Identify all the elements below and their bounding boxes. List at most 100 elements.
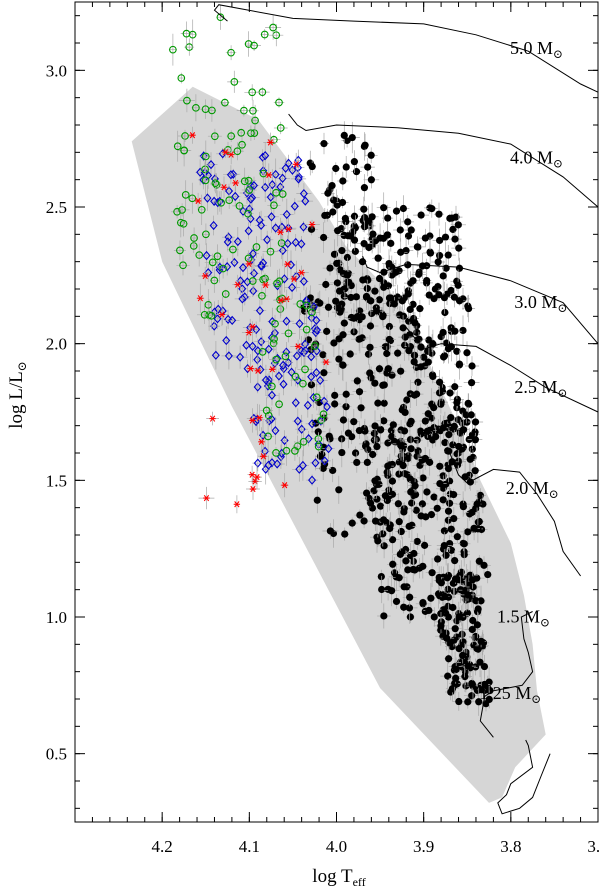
- data-point: [253, 299, 267, 322]
- data-point: [399, 315, 407, 341]
- data-point: [261, 230, 274, 249]
- data-point: [206, 411, 219, 426]
- data-point: [451, 574, 460, 584]
- y-axis-title: log L/L⊙: [6, 361, 29, 429]
- data-point: [288, 165, 297, 176]
- data-point: [244, 222, 253, 240]
- data-point: [444, 653, 454, 664]
- data-point: [336, 196, 349, 209]
- data-point: [273, 97, 285, 108]
- data-point: [459, 497, 468, 516]
- data-point: [341, 211, 350, 226]
- data-point: [379, 230, 388, 247]
- data-point: [335, 327, 351, 343]
- data-point: [203, 185, 212, 211]
- data-point: [369, 305, 384, 317]
- data-point: [449, 594, 457, 621]
- data-point: [269, 334, 278, 353]
- data-point: [210, 268, 219, 293]
- data-point: [390, 259, 402, 285]
- data-point: [270, 326, 279, 352]
- data-point: [249, 321, 256, 333]
- data-point: [279, 316, 294, 326]
- data-point: [328, 171, 336, 200]
- data-point: [406, 303, 414, 316]
- data-point: [406, 610, 415, 624]
- data-point: [291, 367, 300, 387]
- data-point: [271, 314, 279, 333]
- data-point: [324, 429, 335, 444]
- data-point: [255, 404, 264, 431]
- data-point: [216, 4, 225, 30]
- data-point: [423, 248, 438, 258]
- data-point: [224, 315, 240, 326]
- y-tick-label: 0.5: [46, 745, 67, 764]
- data-point: [460, 462, 470, 492]
- data-point: [227, 237, 239, 262]
- data-point: [473, 687, 485, 716]
- data-point: [337, 408, 350, 432]
- data-point: [418, 447, 433, 470]
- data-point: [267, 196, 281, 215]
- data-point: [306, 474, 318, 486]
- data-point: [313, 487, 321, 514]
- data-point: [344, 418, 353, 449]
- data-point: [197, 194, 206, 225]
- data-point: [457, 419, 470, 441]
- data-point: [378, 533, 390, 559]
- data-point: [392, 540, 408, 569]
- track-labels: 5.0 M⊙ 4.0 M⊙ 3.0 M⊙ 2.5 M⊙ 2.0 M⊙ 1.5 M⊙ 1.25…: [479, 38, 567, 706]
- data-point: [299, 376, 307, 391]
- data-point: [252, 465, 262, 490]
- data-point: [268, 356, 277, 382]
- data-point: [380, 505, 388, 535]
- data-point: [348, 205, 361, 228]
- data-point: [312, 290, 327, 316]
- data-point: [278, 265, 291, 293]
- data-point: [199, 99, 212, 119]
- data-point: [397, 195, 410, 222]
- data-point: [363, 205, 374, 237]
- data-point: [392, 200, 401, 222]
- data-point: [191, 94, 201, 122]
- data-point: [374, 396, 382, 410]
- y-tick-label: 2.5: [46, 198, 67, 217]
- data-point: [382, 326, 396, 352]
- data-point: [455, 637, 463, 661]
- data-point: [460, 588, 475, 602]
- data-point: [221, 342, 237, 370]
- data-point: [385, 287, 394, 309]
- data-point: [373, 534, 382, 548]
- data-point: [423, 604, 435, 617]
- data-point: [340, 121, 348, 150]
- data-point: [260, 29, 269, 40]
- data-point: [318, 222, 330, 253]
- data-point: [358, 196, 369, 222]
- data-point: [344, 121, 360, 154]
- data-point: [448, 672, 463, 684]
- data-point: [360, 174, 369, 202]
- data-point: [291, 234, 300, 251]
- data-point: [347, 409, 360, 435]
- data-point: [177, 72, 186, 84]
- data-point: [278, 186, 287, 202]
- data-point: [198, 266, 213, 286]
- data-point: [308, 160, 316, 174]
- data-point: [258, 444, 269, 469]
- data-point: [440, 245, 456, 266]
- data-point: [195, 243, 204, 267]
- data-point: [375, 284, 384, 316]
- sun-symbol: ⊙: [540, 616, 550, 630]
- data-point: [269, 459, 285, 469]
- data-point: [422, 484, 432, 500]
- data-point: [323, 322, 331, 341]
- data-point: [406, 417, 417, 426]
- data-point: [176, 255, 190, 276]
- data-point: [480, 654, 489, 679]
- data-point: [358, 312, 366, 322]
- data-point: [281, 324, 296, 343]
- data-point: [441, 564, 453, 591]
- data-point: [472, 490, 482, 519]
- data-point: [401, 514, 417, 538]
- data-point: [433, 476, 447, 491]
